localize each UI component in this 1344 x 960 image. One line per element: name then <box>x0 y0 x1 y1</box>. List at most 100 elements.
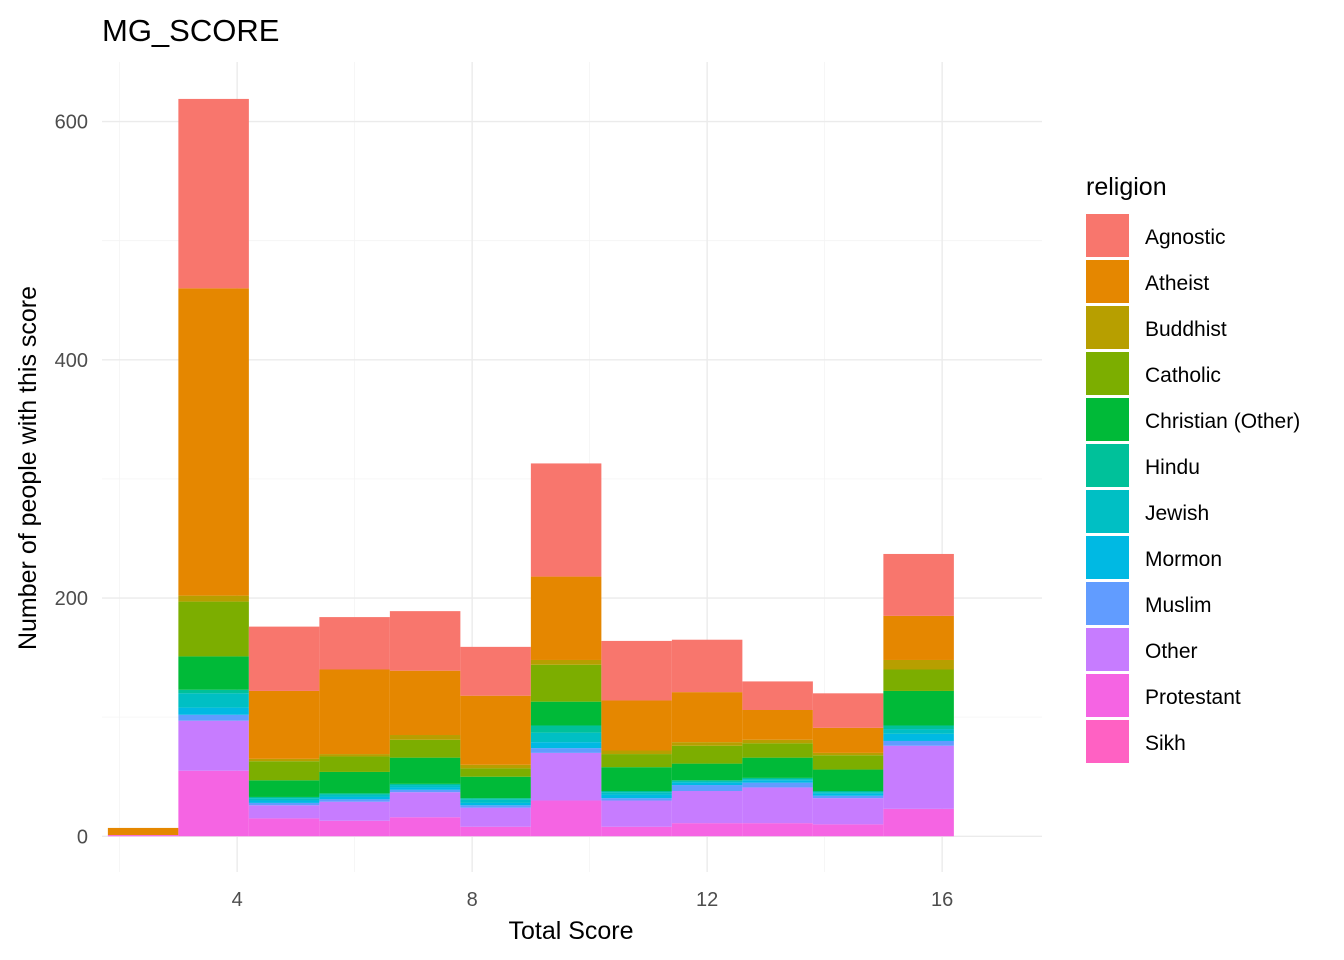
bar-segment-christian-other <box>460 776 531 799</box>
bar-segment-catholic <box>812 755 884 770</box>
bar-segment-jewish <box>319 794 390 797</box>
bar-segment-agnostic <box>530 463 602 577</box>
bar-segment-catholic <box>742 743 813 758</box>
legend-item: Agnostic <box>1086 214 1226 257</box>
bar-segment-buddhist <box>742 739 813 744</box>
bar-segment-agnostic <box>319 617 390 670</box>
bar-segment-buddhist <box>389 735 461 740</box>
bar-segment-atheist <box>883 615 954 660</box>
bar-segment-protestant <box>389 817 461 837</box>
x-axis-title: Total Score <box>508 917 633 945</box>
bar-segment-hindu <box>812 791 884 793</box>
bar-segment-protestant <box>319 820 390 837</box>
bar-segment-hindu <box>883 725 954 730</box>
bar-segment-hindu <box>248 796 320 799</box>
bar-segment-mormon <box>530 742 602 749</box>
legend-title: religion <box>1086 173 1167 201</box>
bar-segment-protestant <box>178 770 249 837</box>
legend-item: Mormon <box>1086 536 1222 579</box>
legend-swatch <box>1086 260 1129 303</box>
legend-item: Protestant <box>1086 674 1241 717</box>
bar-segment-muslim <box>460 805 531 808</box>
bar-segment-muslim <box>601 798 672 801</box>
bar-segment-atheist <box>460 695 531 765</box>
bar-segment-catholic <box>530 664 602 702</box>
bar-segment-buddhist <box>178 595 249 602</box>
bar-segment-catholic <box>319 756 390 772</box>
bar-segment-jewish <box>742 779 813 781</box>
legend-label: Christian (Other) <box>1145 410 1300 433</box>
bar-segment-muslim <box>248 802 320 806</box>
bar-segment-hindu <box>178 689 249 694</box>
bar-segment-catholic <box>178 601 249 657</box>
bar-segment-other <box>742 787 813 824</box>
bar-segment-christian-other <box>178 656 249 690</box>
bar-segment-catholic <box>883 669 954 691</box>
bar-segment-atheist <box>319 669 390 755</box>
bar-segment-agnostic <box>742 681 813 710</box>
bar-segment-mormon <box>178 707 249 715</box>
bar-segment-protestant <box>883 808 954 837</box>
bar-segment-hindu <box>389 783 461 786</box>
legend-label: Hindu <box>1145 456 1200 479</box>
bar-segment-christian-other <box>248 780 320 797</box>
bar-segment-jewish <box>601 792 672 795</box>
bar-segment-agnostic <box>671 639 743 693</box>
bar-segment-agnostic <box>248 626 320 691</box>
legend-items: Agnostic Atheist Buddhist Catholic Christian… <box>1086 214 1300 763</box>
legend-swatch <box>1086 306 1129 349</box>
x-axis-ticks: 4 8 12 16 <box>232 889 954 911</box>
bar-segment-hindu <box>601 791 672 793</box>
y-tick-label: 400 <box>55 350 88 372</box>
legend-label: Sikh <box>1145 732 1186 755</box>
bar-segment-jewish <box>671 781 743 783</box>
bar-segment-jewish <box>178 693 249 708</box>
bar-segment-atheist <box>107 827 179 836</box>
bar-segment-catholic <box>671 745 743 764</box>
bar-segment-jewish <box>248 798 320 801</box>
bar-segment-atheist <box>389 670 461 736</box>
bar-segment-jewish <box>389 785 461 788</box>
bar-segment-atheist <box>530 576 602 660</box>
bar-segment-muslim <box>319 799 390 802</box>
bar-segment-protestant <box>107 835 179 837</box>
y-tick-label: 0 <box>77 826 88 848</box>
bar-segment-agnostic <box>812 693 884 728</box>
bar-segment-other <box>671 791 743 824</box>
bar-segment-jewish <box>460 799 531 803</box>
bar-segment-catholic <box>248 761 320 781</box>
legend-item: Atheist <box>1086 260 1209 303</box>
bar-segment-buddhist <box>601 750 672 755</box>
bar-segment-muslim <box>178 714 249 721</box>
bars <box>107 98 954 837</box>
bar-segment-agnostic <box>460 646 531 696</box>
legend: religion Agnostic Atheist Buddhist Catholic… <box>1086 173 1300 763</box>
bar-segment-buddhist <box>883 659 954 670</box>
legend-item: Buddhist <box>1086 306 1227 349</box>
bar-segment-christian-other <box>812 769 884 791</box>
bar-segment-buddhist <box>530 659 602 665</box>
legend-swatch <box>1086 628 1129 671</box>
bar-segment-other <box>389 792 461 818</box>
legend-item: Sikh <box>1086 720 1186 763</box>
bar-segment-other <box>178 720 249 771</box>
x-tick-label: 4 <box>232 889 243 911</box>
bar-segment-protestant <box>530 800 602 837</box>
legend-item: Christian (Other) <box>1086 398 1300 441</box>
legend-label: Muslim <box>1145 594 1212 617</box>
bar-segment-christian-other <box>883 690 954 726</box>
bar-segment-mormon <box>812 793 884 796</box>
bar-segment-hindu <box>319 793 390 795</box>
bar-segment-mormon <box>742 780 813 783</box>
bar-segment-christian-other <box>389 757 461 784</box>
bar-segment-protestant <box>671 823 743 837</box>
legend-label: Atheist <box>1145 272 1209 295</box>
legend-item: Jewish <box>1086 490 1209 533</box>
bar-segment-muslim <box>389 789 461 793</box>
y-tick-label: 200 <box>55 588 88 610</box>
bar-segment-protestant <box>601 826 672 837</box>
legend-swatch <box>1086 536 1129 579</box>
legend-swatch <box>1086 582 1129 625</box>
legend-swatch <box>1086 214 1129 257</box>
